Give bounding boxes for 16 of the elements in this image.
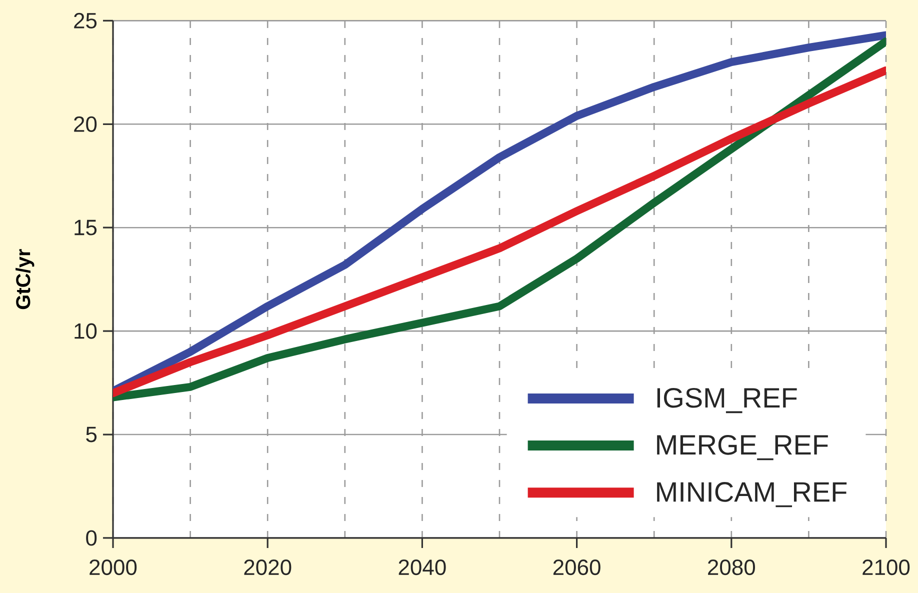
y-tick-label: 25	[74, 12, 97, 28]
x-tick-label: 2080	[708, 560, 755, 576]
x-tick-label: 2020	[244, 560, 292, 576]
y-axis-title: GtC/yr	[16, 249, 34, 310]
y-tick-label: 10	[74, 323, 97, 339]
y-tick-label: 15	[74, 220, 97, 236]
x-tick-label: 2100	[862, 560, 910, 576]
x-tick-label: 2040	[398, 560, 446, 576]
x-tick-label: 2060	[553, 560, 600, 576]
y-tick-label: 20	[74, 116, 97, 132]
x-tick-label: 2000	[90, 560, 137, 576]
y-tick-label: 5	[86, 426, 97, 442]
legend-label: MINICAM_REF	[657, 482, 847, 508]
legend-label: MERGE_REF	[657, 435, 828, 460]
legend-label: IGSM_REF	[657, 388, 797, 414]
y-tick-label: 0	[86, 530, 97, 546]
